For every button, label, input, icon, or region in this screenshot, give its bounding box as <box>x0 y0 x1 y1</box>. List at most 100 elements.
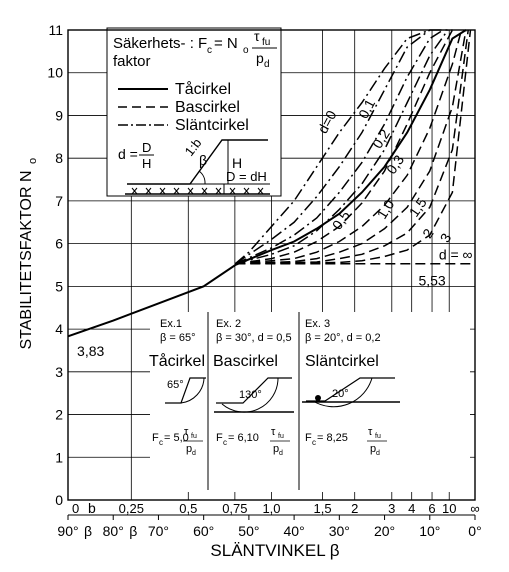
secondary-tick-label: 0 <box>72 501 79 516</box>
x-tick-label: 50° <box>238 523 259 539</box>
chart-axes <box>67 29 476 520</box>
ex1-circle: Tåcirkel <box>149 352 205 370</box>
ex3-angle: 20° <box>332 388 349 400</box>
svg-text:d: d <box>376 450 380 457</box>
x-beta-symbol: β <box>84 523 92 539</box>
legend-frac-num-sub: fu <box>262 37 270 48</box>
y-tick-label: 4 <box>55 321 63 337</box>
svg-text:τ: τ <box>368 426 373 438</box>
hatch-mark <box>159 187 166 195</box>
svg-text:p: p <box>370 443 376 455</box>
ex2-fc: F <box>216 432 223 444</box>
x-beta-symbol: β <box>129 523 137 539</box>
svg-text:τ: τ <box>184 426 189 438</box>
secondary-tick-label: 4 <box>408 501 415 516</box>
legend-heading-line1: Säkerhets- : F <box>113 35 207 52</box>
y-axis-label-sub: o <box>27 158 39 164</box>
ex3-fc-sub: c <box>312 438 316 447</box>
y-axis-label: STABILITETSFAKTOR N <box>18 171 35 350</box>
ex1-fc-value: = 5,0 <box>164 432 189 444</box>
chart-series-layer <box>67 29 475 338</box>
series-line-4 <box>235 29 449 265</box>
sketch-d-num: D <box>142 140 151 155</box>
secondary-tick-label: 10 <box>442 501 456 516</box>
plot-frame <box>67 29 476 501</box>
ex2-title: Ex. 2 <box>216 318 241 330</box>
x-tick-label: 80° <box>103 523 124 539</box>
y-tick-label: 6 <box>55 236 63 252</box>
y-tick-label: 11 <box>48 22 63 38</box>
annotation-label: 3,83 <box>77 343 104 359</box>
hatch-mark <box>243 187 250 195</box>
legend-entry-1: Bascirkel <box>175 99 240 116</box>
ex2-fc-sub: c <box>223 438 227 447</box>
ex1-title: Ex.1 <box>160 318 182 330</box>
series-line-2 <box>234 29 431 265</box>
y-tick-label: 9 <box>55 107 63 123</box>
legend-heading-sub-o: o <box>243 45 249 56</box>
secondary-tick-label: 3 <box>388 501 395 516</box>
ex3-fc: F <box>305 432 312 444</box>
y-axis-label-group: STABILITETSFAKTOR N o <box>18 158 39 350</box>
series-label: 1,0 <box>374 197 398 222</box>
legend: Säkerhets- : F c = N o τ fu p d faktor T… <box>106 27 394 421</box>
hatch-mark <box>229 187 236 195</box>
series-label: 0,1 <box>355 96 378 121</box>
ex3-point-marker <box>315 395 321 401</box>
series-label: d = ∞ <box>439 246 473 262</box>
y-tick-label: 10 <box>47 65 63 81</box>
secondary-tick-label: ∞ <box>470 501 479 516</box>
sketch-dh-label: D = dH <box>226 169 267 184</box>
y-tick-label: 1 <box>55 449 63 465</box>
hatch-mark <box>215 187 222 195</box>
ex1-params: β = 65° <box>160 332 196 344</box>
x-tick-label: 40° <box>284 523 305 539</box>
series-label: 1,5 <box>406 194 430 219</box>
x-axis-label: SLÄNTVINKEL β <box>210 541 339 560</box>
legend-entry-0: Tåcirkel <box>175 80 231 98</box>
y-tick-label: 3 <box>55 364 63 380</box>
series-line-1 <box>234 29 453 265</box>
series-line-3 <box>235 29 444 265</box>
secondary-tick-label: 6 <box>428 501 435 516</box>
legend-frac-den-sub: d <box>264 59 270 70</box>
legend-frac-num: τ <box>254 28 260 44</box>
secondary-tick-label: 1,5 <box>314 501 332 516</box>
y-tick-label: 0 <box>55 492 63 508</box>
ex1-angle: 65° <box>167 379 184 391</box>
series-label: 0,2 <box>369 126 393 151</box>
hatch-mark <box>131 187 138 195</box>
series-label: 2 <box>419 225 437 241</box>
ex2-params: β = 30°, d = 0,5 <box>216 332 292 344</box>
x-tick-label: 0° <box>468 523 481 539</box>
legend-heading-line2: faktor <box>113 53 151 70</box>
sketch-d-text: d = <box>118 146 138 162</box>
x-tick-label: 90° <box>57 523 78 539</box>
secondary-tick-label: 2 <box>351 501 358 516</box>
secondary-tick-label: 0,25 <box>119 501 144 516</box>
examples-panel: Ex.1 β = 65° Tåcirkel 65° F c = 5,0 Ex. … <box>149 312 470 492</box>
series-label: 3 <box>437 230 455 245</box>
series-label: d=0 <box>314 107 339 136</box>
x-tick-label: 70° <box>148 523 169 539</box>
ex3-params: β = 20°, d = 0,2 <box>305 332 381 344</box>
legend-frac-den: p <box>256 50 264 66</box>
x-tick-label: 30° <box>329 523 350 539</box>
x-tick-label: 10° <box>419 523 440 539</box>
hatch-mark <box>187 187 194 195</box>
legend-heading-sub-c: c <box>207 45 212 56</box>
y-tick-label: 7 <box>55 193 63 209</box>
x-tick-label: 20° <box>374 523 395 539</box>
ex3-fc-value: = 8,25 <box>317 432 348 444</box>
ex3-circle: Släntcirkel <box>305 353 379 370</box>
hatch-mark <box>145 187 152 195</box>
series-line-9 <box>235 29 472 265</box>
hatch-mark <box>201 187 208 195</box>
sketch-beta: β <box>199 152 207 168</box>
hatch-mark <box>257 187 264 195</box>
secondary-tick-label: 0,5 <box>179 501 197 516</box>
svg-text:fu: fu <box>191 433 197 440</box>
y-tick-label: 2 <box>55 407 63 423</box>
